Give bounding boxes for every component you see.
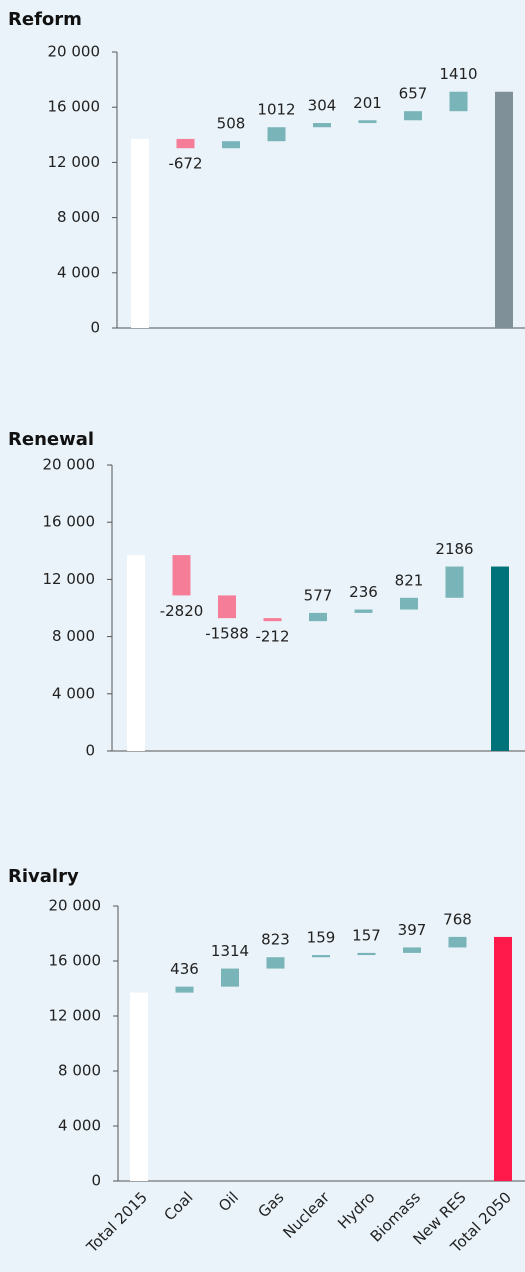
x-tick-label: Nuclear	[279, 1188, 333, 1242]
delta-bar	[263, 618, 282, 622]
value-label: 657	[399, 85, 428, 103]
y-tick-label: 12 000	[43, 570, 96, 588]
y-tick-label: 0	[85, 742, 95, 760]
delta-bar	[403, 947, 421, 953]
value-label: 201	[353, 94, 382, 112]
delta-bar	[176, 138, 195, 149]
delta-bar	[266, 957, 285, 969]
delta-bar	[445, 566, 464, 598]
y-tick-label: 8 000	[52, 627, 95, 645]
chart-title: Rivalry	[8, 866, 79, 887]
y-tick-label: 0	[91, 1172, 101, 1190]
delta-bar	[358, 120, 377, 124]
chart-title: Renewal	[8, 429, 94, 450]
value-label: -2820	[160, 602, 204, 620]
y-tick-label: 20 000	[49, 897, 102, 915]
delta-bar	[449, 91, 468, 112]
y-tick-label: 16 000	[43, 513, 96, 531]
total-bar	[130, 992, 148, 1181]
value-label: 304	[308, 97, 337, 115]
y-tick-label: 12 000	[49, 1007, 102, 1025]
value-label: 1314	[211, 942, 249, 960]
y-tick-label: 20 000	[48, 43, 101, 61]
value-label: 397	[398, 921, 427, 939]
y-tick-label: 8 000	[58, 1062, 101, 1080]
value-label: 436	[170, 960, 199, 978]
y-tick-label: 4 000	[58, 1117, 101, 1135]
value-label: 236	[349, 583, 378, 601]
value-label: -1588	[205, 625, 249, 643]
delta-bar	[400, 597, 418, 610]
delta-bar	[313, 123, 331, 128]
chart: Rivalry 0 4 000 8 000 12 000 16 000 20 000 Tota…	[8, 866, 525, 1257]
y-tick-label: 16 000	[48, 98, 101, 116]
value-label: 159	[307, 929, 336, 947]
value-label: 823	[261, 931, 290, 949]
delta-bar	[221, 968, 239, 987]
y-tick-label: 4 000	[52, 684, 95, 702]
chart: Reform 0 4 000 8 000 12 000 16 000 20 000 -672 5…	[8, 9, 525, 337]
value-label: 508	[217, 115, 246, 133]
delta-bar	[309, 612, 327, 622]
value-label: 157	[352, 926, 381, 944]
delta-bar	[448, 936, 467, 948]
value-label: 1012	[257, 101, 295, 119]
delta-bar	[354, 609, 373, 613]
y-tick-label: 4 000	[57, 263, 100, 281]
y-tick-label: 12 000	[48, 153, 101, 171]
chart: Renewal 0 4 000 8 000 12 000 16 000 20 000 -282…	[8, 429, 525, 760]
total-bar	[491, 566, 509, 751]
y-tick-label: 16 000	[49, 952, 102, 970]
value-label: -672	[168, 155, 202, 173]
delta-bar	[312, 955, 330, 958]
value-label: 821	[395, 571, 424, 589]
delta-bar	[172, 555, 191, 596]
value-label: 2186	[435, 540, 473, 558]
x-tick-label: Hydro	[334, 1188, 378, 1232]
total-bar	[495, 91, 513, 328]
x-tick-label: Coal	[160, 1188, 196, 1224]
y-tick-label: 20 000	[43, 456, 96, 474]
delta-bar	[267, 127, 286, 142]
total-bar	[127, 555, 145, 751]
chart-title: Reform	[8, 9, 82, 30]
total-bar	[131, 138, 149, 328]
y-tick-label: 8 000	[57, 208, 100, 226]
delta-bar	[222, 141, 240, 149]
delta-bar	[357, 952, 376, 956]
delta-bar	[404, 111, 422, 121]
x-tick-label: Oil	[215, 1188, 242, 1215]
delta-bar	[218, 595, 236, 619]
y-tick-label: 0	[90, 319, 100, 337]
x-tick-label: Total 2015	[82, 1188, 151, 1257]
delta-bar	[175, 986, 194, 993]
value-label: 768	[443, 910, 472, 928]
x-tick-label: Gas	[255, 1188, 288, 1221]
total-bar	[494, 936, 512, 1181]
value-label: 577	[304, 586, 333, 604]
value-label: 1410	[439, 65, 477, 83]
value-label: -212	[255, 628, 289, 646]
